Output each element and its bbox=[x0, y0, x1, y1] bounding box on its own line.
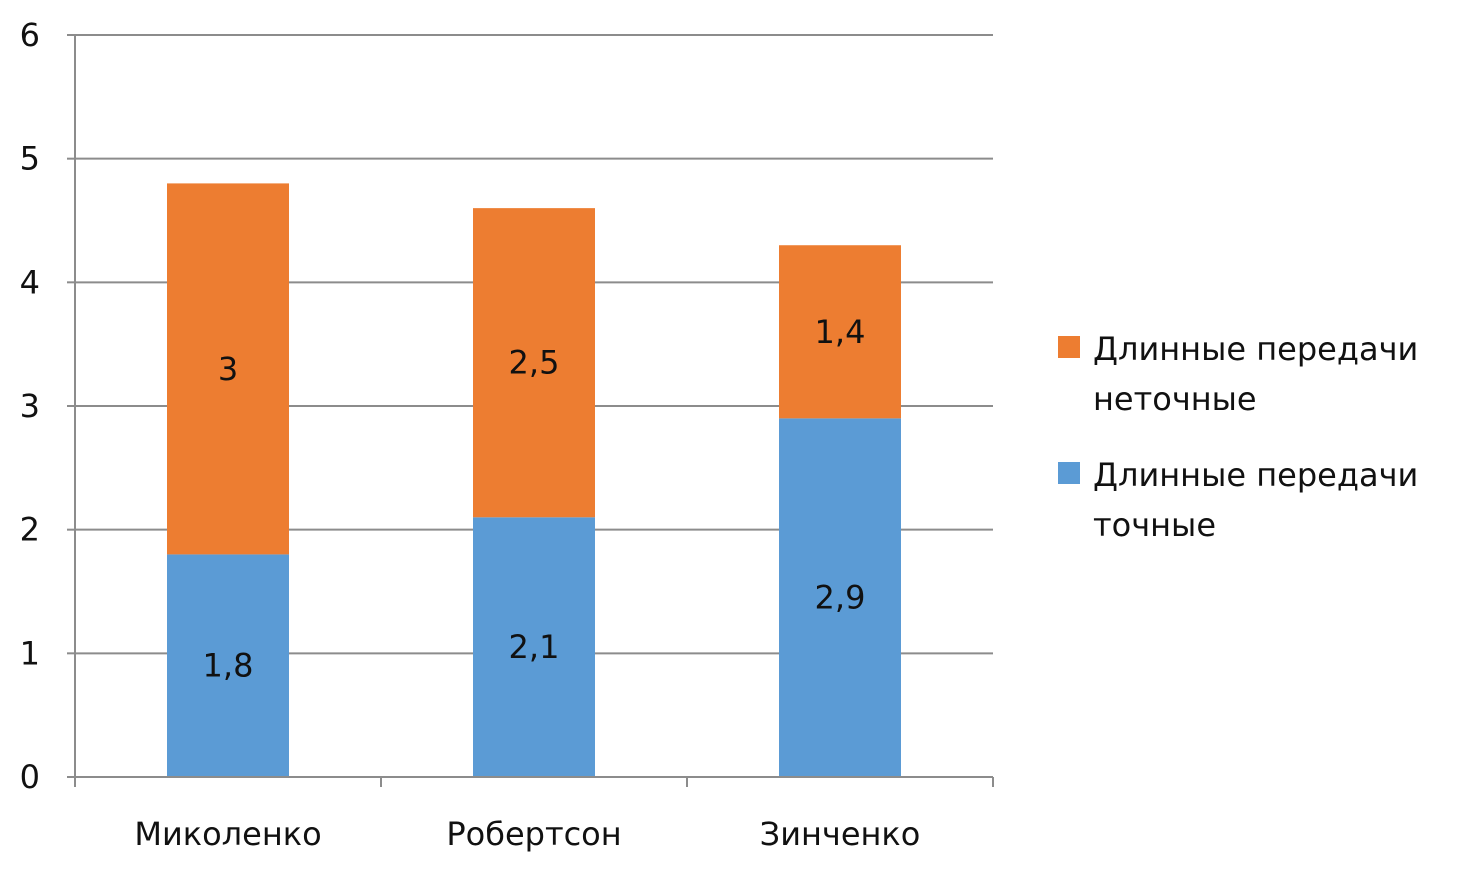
legend-swatch bbox=[1058, 336, 1080, 358]
data-label: 2,9 bbox=[815, 579, 866, 617]
bar-segment-inaccurate bbox=[779, 245, 901, 419]
legend-entry-accurate: Длинные передачи точные bbox=[1058, 456, 1418, 544]
bar-segment-accurate bbox=[779, 418, 901, 777]
bars bbox=[167, 183, 901, 777]
legend-entry-inaccurate: Длинные передачи неточные bbox=[1058, 330, 1418, 418]
data-label: 1,4 bbox=[815, 313, 866, 351]
data-label: 2,5 bbox=[509, 344, 560, 382]
x-category-label: Зинченко bbox=[760, 815, 921, 853]
y-tick-label: 1 bbox=[20, 634, 40, 672]
y-tick-label: 5 bbox=[20, 140, 40, 178]
data-label: 2,1 bbox=[509, 628, 560, 666]
data-label: 3 bbox=[218, 350, 238, 388]
legend-label: Длинные передачи bbox=[1093, 456, 1418, 494]
legend-label: неточные bbox=[1093, 380, 1257, 418]
y-axis: 0 1 2 3 4 5 6 bbox=[20, 16, 76, 796]
data-label: 1,8 bbox=[203, 647, 254, 685]
bar-segment-accurate bbox=[473, 517, 595, 777]
y-tick-label: 4 bbox=[20, 263, 40, 301]
bar-segment-accurate bbox=[167, 554, 289, 777]
bar-segment-inaccurate bbox=[473, 208, 595, 518]
legend-label: точные bbox=[1093, 506, 1216, 544]
bar-segment-inaccurate bbox=[167, 183, 289, 555]
legend-label: Длинные передачи bbox=[1093, 330, 1418, 368]
legend-swatch bbox=[1058, 462, 1080, 484]
y-tick-label: 0 bbox=[20, 758, 40, 796]
x-category-label: Робертсон bbox=[446, 815, 621, 853]
data-labels: 1,8 3 2,1 2,5 2,9 1,4 bbox=[203, 313, 866, 685]
y-tick-label: 2 bbox=[20, 511, 40, 549]
y-tick-label: 3 bbox=[20, 387, 40, 425]
x-axis: Миколенко Робертсон Зинченко bbox=[74, 776, 994, 853]
y-tick-label: 6 bbox=[20, 16, 40, 54]
x-category-label: Миколенко bbox=[134, 815, 321, 853]
